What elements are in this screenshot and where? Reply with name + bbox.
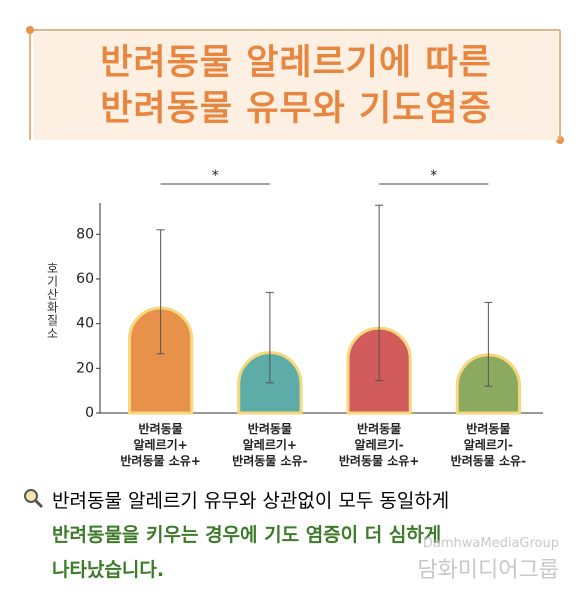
y-tick-label: 20 (76, 360, 94, 376)
significance-label: * (430, 168, 437, 184)
title-line: 반려동물 알레르기에 따른 (100, 43, 492, 83)
x-tick-label: 반려동물 알레르기+ 반려동물 소유- (232, 422, 308, 468)
y-tick-label: 60 (76, 271, 94, 287)
magnifier-icon (24, 489, 44, 509)
title: 반려동물 알레르기에 따른 반려동물 유무와 기도염증 (34, 32, 558, 140)
y-axis-label: 호기산화질소 (45, 262, 59, 340)
significance-label: * (212, 168, 219, 184)
y-tick-label: 0 (85, 405, 94, 421)
y-tick-label: 40 (76, 316, 94, 332)
x-tick-label: 반려동물 알레르기- 반려동물 소유- (450, 422, 527, 468)
title-line: 반려동물 유무와 기도염증 (100, 89, 492, 129)
caption-highlight: 반려동물을 키우는 경우에 기도 염증이 더 심하게 (52, 524, 442, 546)
y-tick-label: 80 (76, 226, 94, 242)
bar (127, 306, 194, 415)
x-tick-label: 반려동물 알레르기- 반려동물 소유+ (338, 422, 420, 468)
caption-highlight: 나타났습니다. (52, 559, 165, 581)
watermark: 담화미디어그룹 (417, 558, 559, 583)
caption: 반려동물 알레르기 유무와 상관없이 모두 동일하게 (52, 490, 450, 512)
watermark: DamhwaMediaGroup (422, 536, 559, 551)
x-tick-label: 반려동물 알레르기+ 반려동물 소유+ (120, 422, 201, 468)
